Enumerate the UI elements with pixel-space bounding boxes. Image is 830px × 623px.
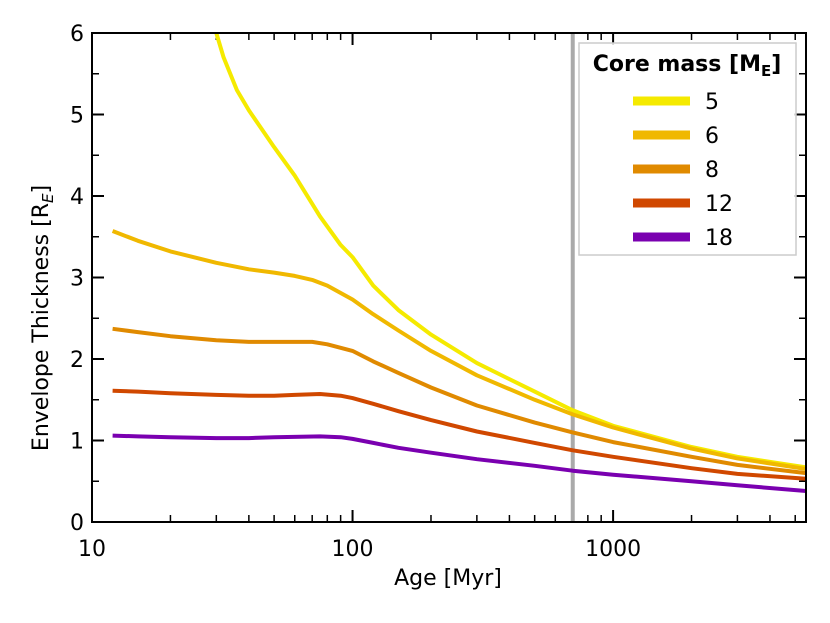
legend-title: Core mass [ME] [593,52,782,80]
x-axis-title: Age [Myr] [394,566,502,591]
plot-frame [91,32,807,523]
legend-label-12: 12 [705,192,733,217]
legend-label-18: 18 [705,226,733,251]
legend-label-6: 6 [705,124,719,149]
y-tick-label: 1 [70,430,84,455]
legend-entries: 5 6 8 12 18 [633,90,733,251]
legend-title-subscript: E [761,62,771,80]
y-axis-title: Envelope Thickness [RE] [29,185,57,451]
y-tick-label: 5 [70,104,84,129]
y-tick-label: 3 [70,267,84,292]
series-line-6 [111,229,807,471]
y-tick-label: 0 [70,511,84,536]
series-line-8 [112,326,807,476]
legend-label-8: 8 [705,158,719,183]
legend-label-5: 5 [705,90,719,115]
x-tick-label: 10 [78,537,106,562]
legend: Core mass [ME] 5 6 8 12 18 [578,42,797,256]
series-layer [111,32,807,493]
x-tick-label: 100 [332,537,374,562]
y-tick-label: 4 [70,185,84,210]
x-tick-label: 1000 [585,537,641,562]
series-line-18 [112,433,807,493]
y-axis-title-subscript: E [39,193,57,203]
y-tick-label: 2 [70,348,84,373]
y-tick-label: 6 [70,22,84,47]
series-line-12 [112,388,807,481]
legend-box [578,42,797,256]
tick-labels: 10 100 1000 0 1 2 3 4 5 6 [70,22,641,562]
